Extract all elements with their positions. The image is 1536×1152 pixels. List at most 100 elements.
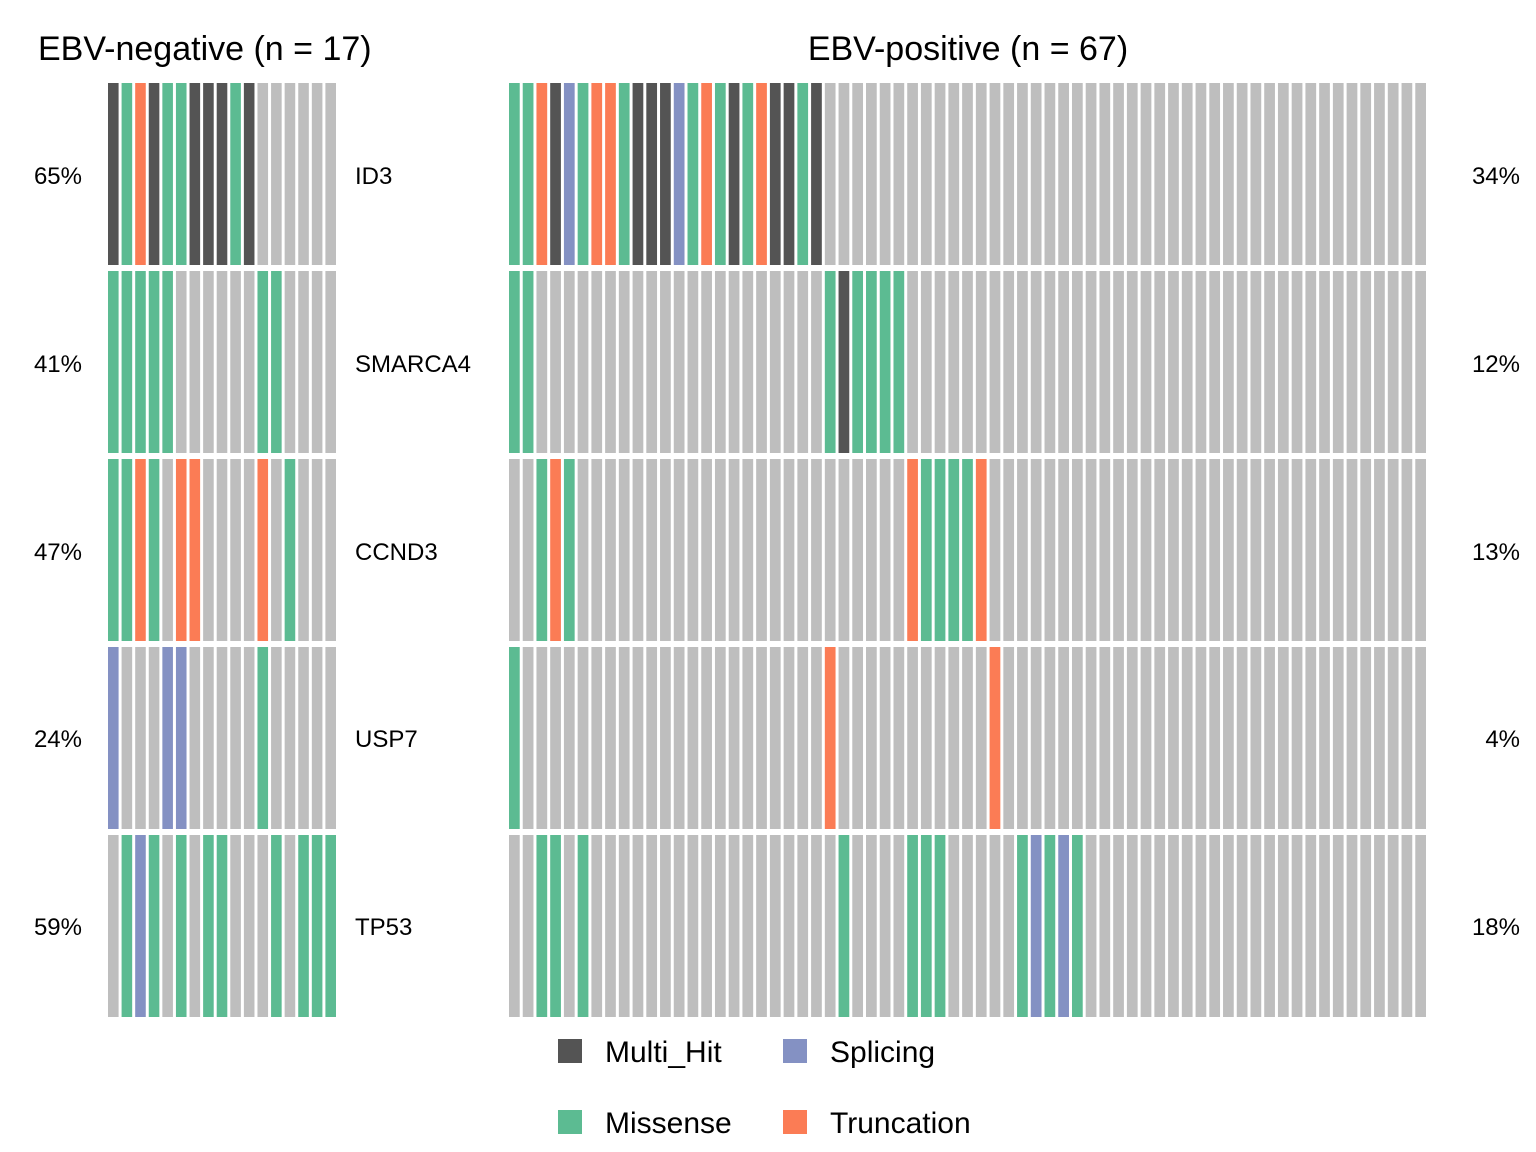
- cell-ebv-positive-ccnd3-52: [1209, 459, 1221, 641]
- cell-ebv-negative-id3-9: [216, 83, 228, 265]
- cell-ebv-positive-id3-14: [687, 83, 699, 265]
- cell-ebv-positive-ccnd3-62: [1346, 459, 1358, 641]
- cell-ebv-negative-id3-6: [175, 83, 187, 265]
- cell-ebv-positive-smarca4-60: [1319, 271, 1330, 453]
- cell-ebv-positive-smarca4-8: [605, 271, 616, 453]
- cell-ebv-positive-tp53-58: [1291, 835, 1303, 1017]
- cell-ebv-positive-id3-25: [838, 83, 850, 265]
- cell-ebv-negative-tp53-11: [243, 835, 255, 1017]
- cell-ebv-positive-usp7-11: [646, 647, 658, 829]
- cell-ebv-positive-id3-44: [1099, 83, 1111, 265]
- cell-ebv-negative-usp7-7: [189, 647, 201, 829]
- cell-ebv-negative-tp53-8: [203, 835, 214, 1017]
- cell-ebv-negative-smarca4-10: [230, 271, 241, 453]
- cell-ebv-positive-id3-48: [1154, 83, 1166, 265]
- cell-ebv-positive-id3-32: [934, 83, 946, 265]
- cell-ebv-positive-tp53-26: [852, 835, 864, 1017]
- cell-ebv-negative-tp53-12: [257, 835, 269, 1017]
- cell-ebv-negative-tp53-6: [175, 835, 187, 1017]
- cell-ebv-positive-smarca4-37: [1003, 271, 1015, 453]
- cell-ebv-positive-id3-3: [536, 83, 548, 265]
- cell-ebv-positive-tp53-14: [687, 835, 699, 1017]
- cell-ebv-positive-tp53-17: [728, 835, 740, 1017]
- cell-ebv-positive-ccnd3-63: [1360, 459, 1372, 641]
- cell-ebv-positive-id3-29: [893, 83, 905, 265]
- cell-ebv-positive-ccnd3-15: [701, 459, 712, 641]
- cell-ebv-positive-smarca4-25: [838, 271, 850, 453]
- cell-ebv-positive-ccnd3-31: [920, 459, 932, 641]
- legend-swatch-missense: [558, 1110, 582, 1134]
- cell-ebv-negative-id3-13: [271, 83, 282, 265]
- cell-ebv-positive-tp53-11: [646, 835, 658, 1017]
- cell-ebv-positive-smarca4-15: [701, 271, 712, 453]
- cell-ebv-positive-smarca4-3: [536, 271, 548, 453]
- cell-ebv-negative-smarca4-4: [148, 271, 160, 453]
- cell-ebv-positive-usp7-59: [1305, 647, 1317, 829]
- cell-ebv-positive-tp53-67: [1415, 835, 1426, 1017]
- cell-ebv-negative-smarca4-11: [243, 271, 255, 453]
- cell-ebv-positive-tp53-1: [509, 835, 520, 1017]
- cell-ebv-negative-id3-14: [284, 83, 296, 265]
- cell-ebv-positive-tp53-12: [660, 835, 671, 1017]
- cell-ebv-negative-tp53-2: [121, 835, 133, 1017]
- cell-ebv-negative-tp53-10: [230, 835, 241, 1017]
- cell-ebv-negative-id3-12: [257, 83, 269, 265]
- cell-ebv-negative-smarca4-14: [284, 271, 296, 453]
- cell-ebv-positive-usp7-51: [1195, 647, 1207, 829]
- cell-ebv-positive-tp53-24: [824, 835, 836, 1017]
- cell-ebv-positive-smarca4-47: [1140, 271, 1152, 453]
- cell-ebv-positive-usp7-50: [1181, 647, 1193, 829]
- cell-ebv-positive-id3-66: [1401, 83, 1413, 265]
- cell-ebv-positive-smarca4-61: [1332, 271, 1344, 453]
- cell-ebv-positive-usp7-42: [1071, 647, 1083, 829]
- cell-ebv-positive-id3-54: [1236, 83, 1248, 265]
- cell-ebv-negative-usp7-5: [162, 647, 173, 829]
- cell-ebv-positive-tp53-18: [742, 835, 754, 1017]
- cell-ebv-positive-tp53-28: [879, 835, 891, 1017]
- cell-ebv-positive-usp7-41: [1058, 647, 1069, 829]
- cell-ebv-positive-ccnd3-13: [673, 459, 685, 641]
- cell-ebv-positive-id3-57: [1277, 83, 1289, 265]
- cell-ebv-positive-id3-34: [962, 83, 973, 265]
- cell-ebv-positive-ccnd3-8: [605, 459, 616, 641]
- cell-ebv-positive-usp7-13: [673, 647, 685, 829]
- cell-ebv-positive-tp53-5: [563, 835, 575, 1017]
- cell-ebv-positive-smarca4-30: [907, 271, 918, 453]
- cell-ebv-positive-smarca4-10: [632, 271, 644, 453]
- cell-ebv-positive-tp53-20: [769, 835, 781, 1017]
- cell-ebv-positive-id3-35: [975, 83, 987, 265]
- panel-title-ebv-negative: EBV-negative (n = 17): [38, 30, 372, 68]
- cell-ebv-positive-smarca4-28: [879, 271, 891, 453]
- cell-ebv-positive-ccnd3-10: [632, 459, 644, 641]
- cell-ebv-positive-smarca4-44: [1099, 271, 1111, 453]
- cell-ebv-positive-smarca4-24: [824, 271, 836, 453]
- cell-ebv-positive-id3-45: [1113, 83, 1124, 265]
- cell-ebv-positive-ccnd3-38: [1017, 459, 1028, 641]
- cell-ebv-positive-usp7-52: [1209, 647, 1221, 829]
- cell-ebv-positive-id3-13: [673, 83, 685, 265]
- cell-ebv-positive-usp7-67: [1415, 647, 1426, 829]
- cell-ebv-positive-usp7-19: [756, 647, 767, 829]
- cell-ebv-positive-tp53-33: [948, 835, 960, 1017]
- cell-ebv-positive-id3-19: [756, 83, 767, 265]
- cell-ebv-positive-ccnd3-24: [824, 459, 836, 641]
- cell-ebv-positive-tp53-2: [522, 835, 534, 1017]
- cell-ebv-positive-id3-51: [1195, 83, 1207, 265]
- cell-ebv-positive-ccnd3-12: [660, 459, 671, 641]
- cell-ebv-positive-tp53-43: [1085, 835, 1097, 1017]
- cell-ebv-positive-tp53-49: [1168, 835, 1179, 1017]
- cell-ebv-positive-ccnd3-45: [1113, 459, 1124, 641]
- cell-ebv-positive-tp53-27: [866, 835, 877, 1017]
- cell-ebv-positive-smarca4-49: [1168, 271, 1179, 453]
- cell-ebv-negative-tp53-3: [135, 835, 146, 1017]
- cell-ebv-positive-tp53-19: [756, 835, 767, 1017]
- cell-ebv-positive-tp53-54: [1236, 835, 1248, 1017]
- cell-ebv-positive-usp7-55: [1250, 647, 1262, 829]
- cell-ebv-positive-id3-22: [797, 83, 809, 265]
- cell-ebv-negative-smarca4-13: [271, 271, 282, 453]
- cell-ebv-positive-usp7-1: [509, 647, 520, 829]
- cell-ebv-positive-smarca4-41: [1058, 271, 1069, 453]
- cell-ebv-negative-ccnd3-15: [298, 459, 309, 641]
- cell-ebv-negative-id3-8: [203, 83, 214, 265]
- cell-ebv-positive-ccnd3-6: [577, 459, 589, 641]
